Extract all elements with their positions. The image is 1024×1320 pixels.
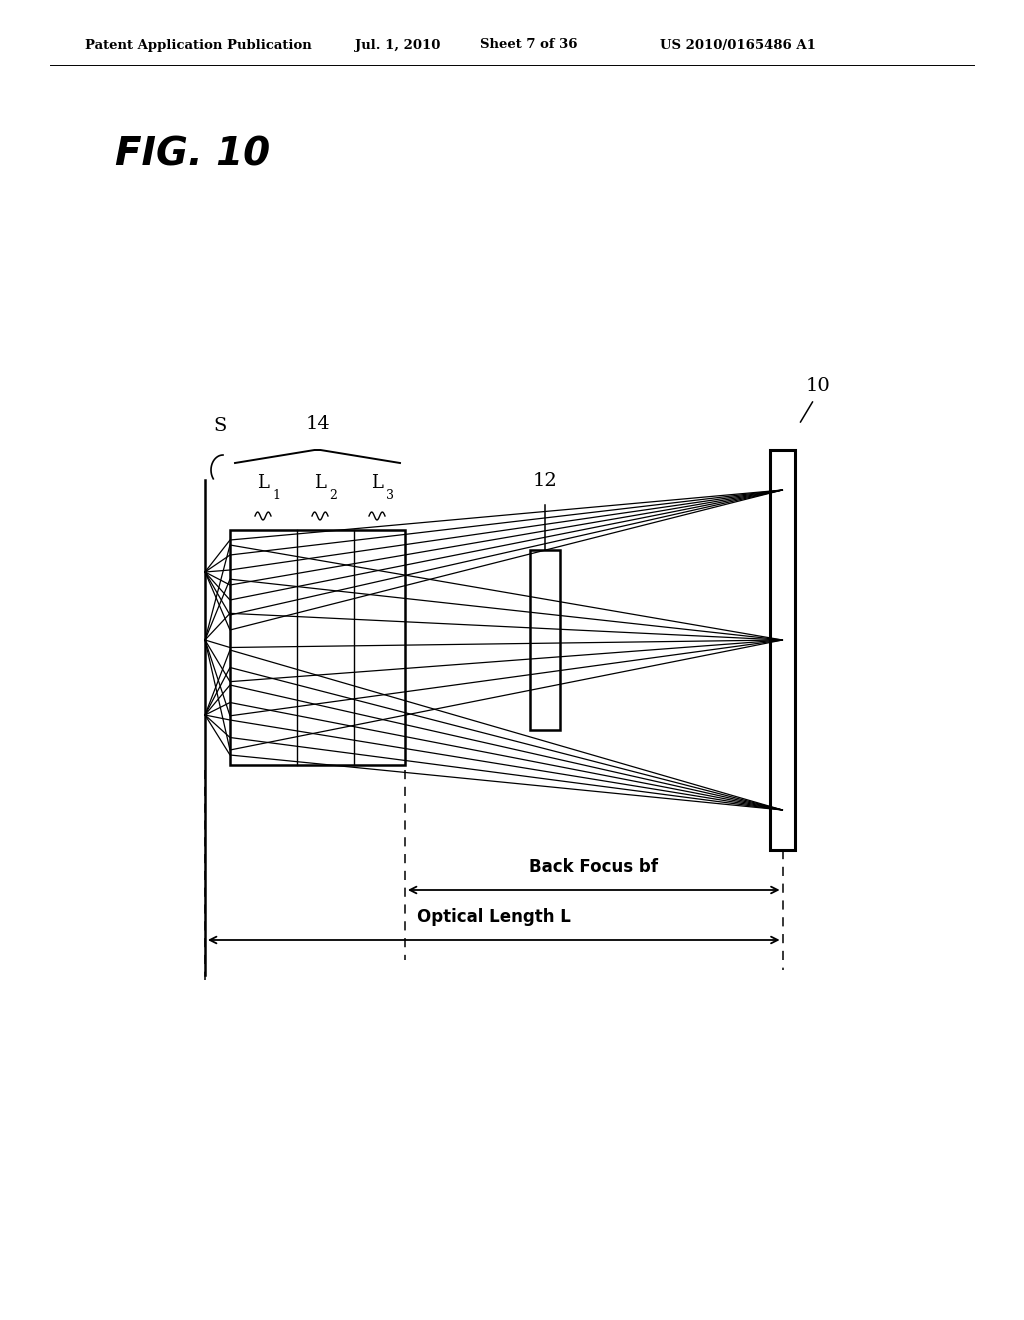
Text: Sheet 7 of 36: Sheet 7 of 36 [480, 38, 578, 51]
Text: 2: 2 [329, 488, 337, 502]
Text: Optical Length L: Optical Length L [417, 908, 570, 927]
Text: Patent Application Publication: Patent Application Publication [85, 38, 311, 51]
Text: S: S [213, 417, 226, 436]
Text: L: L [371, 474, 383, 492]
Text: Jul. 1, 2010: Jul. 1, 2010 [355, 38, 440, 51]
Bar [230, 531, 406, 766]
Bar [770, 450, 795, 850]
Text: FIG. 10: FIG. 10 [115, 136, 270, 174]
Text: 1: 1 [272, 488, 280, 502]
Text: 14: 14 [305, 414, 330, 433]
Bar [530, 550, 560, 730]
Text: L: L [257, 474, 269, 492]
Text: Back Focus bf: Back Focus bf [529, 858, 658, 876]
Text: 3: 3 [386, 488, 394, 502]
Text: 10: 10 [805, 378, 829, 395]
Text: 12: 12 [532, 473, 557, 490]
Text: US 2010/0165486 A1: US 2010/0165486 A1 [660, 38, 816, 51]
Text: L: L [314, 474, 326, 492]
